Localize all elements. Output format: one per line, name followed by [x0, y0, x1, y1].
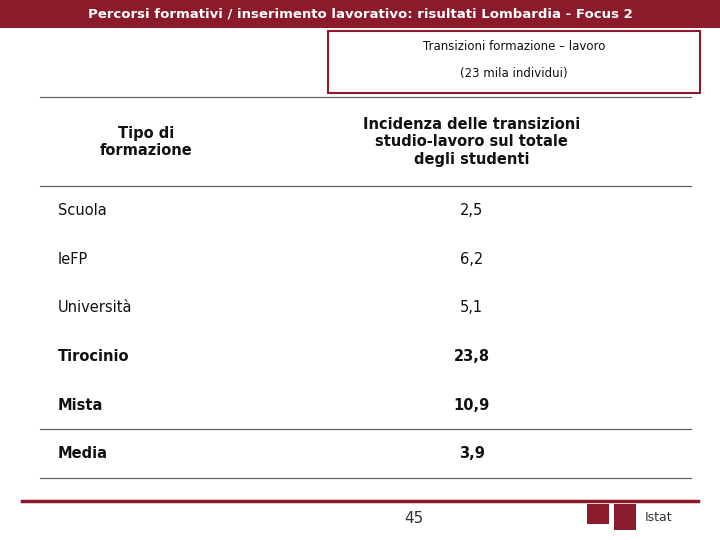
Text: 45: 45 — [405, 511, 423, 526]
Text: 2,5: 2,5 — [460, 203, 483, 218]
Text: 23,8: 23,8 — [454, 349, 490, 364]
Text: Istat: Istat — [645, 511, 672, 524]
Bar — [613, 504, 636, 530]
Text: Università: Università — [58, 300, 132, 315]
Text: Mista: Mista — [58, 397, 103, 413]
Text: Media: Media — [58, 446, 107, 461]
Text: Incidenza delle transizioni
studio-lavoro sul totale
degli studenti: Incidenza delle transizioni studio-lavor… — [363, 117, 580, 167]
Text: 3,9: 3,9 — [459, 446, 485, 461]
Text: (23 mila individui): (23 mila individui) — [460, 67, 567, 80]
Text: Tirocinio: Tirocinio — [58, 349, 129, 364]
Text: Tipo di
formazione: Tipo di formazione — [99, 126, 192, 158]
Text: 5,1: 5,1 — [460, 300, 483, 315]
Text: Percorsi formativi / inserimento lavorativo: risultati Lombardia - Focus 2: Percorsi formativi / inserimento lavorat… — [88, 8, 632, 21]
Text: IeFP: IeFP — [58, 252, 88, 267]
Text: 10,9: 10,9 — [454, 397, 490, 413]
Text: 6,2: 6,2 — [460, 252, 483, 267]
Bar — [587, 504, 609, 524]
Text: Transizioni formazione – lavoro: Transizioni formazione – lavoro — [423, 40, 605, 53]
Text: Scuola: Scuola — [58, 203, 107, 218]
